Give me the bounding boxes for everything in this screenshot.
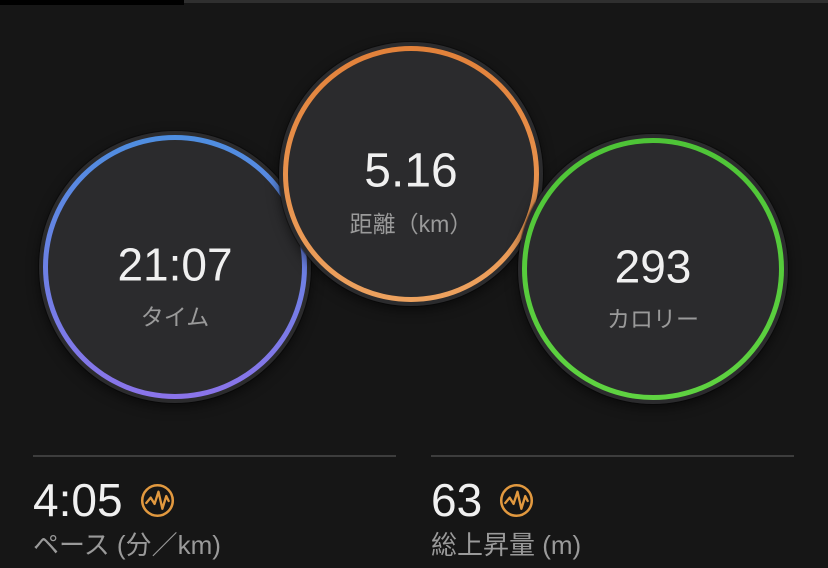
time-gauge: 21:07 タイム xyxy=(39,131,311,403)
top-edge-line xyxy=(0,0,828,3)
pace-label: ペース (分／km) xyxy=(33,529,221,560)
time-gauge-face: 21:07 タイム xyxy=(48,140,302,394)
calories-value: 293 xyxy=(614,240,692,293)
calories-gauge: 293 カロリー xyxy=(518,134,788,404)
distance-label: 距離（km） xyxy=(349,211,473,237)
distance-gauge: 5.16 距離（km） xyxy=(279,42,543,306)
total-ascent-stat: 63 総上昇量 (m) xyxy=(431,474,582,561)
time-label: タイム xyxy=(140,304,210,330)
pace-divider xyxy=(33,455,396,457)
activity-graph-icon xyxy=(500,484,534,518)
total-ascent-label: 総上昇量 (m) xyxy=(431,529,582,560)
activity-graph-icon xyxy=(140,484,174,518)
ascent-divider xyxy=(431,455,794,457)
calories-gauge-face: 293 カロリー xyxy=(527,143,779,395)
top-edge-black-bar xyxy=(0,0,184,5)
distance-value: 5.16 xyxy=(364,144,458,198)
calories-label: カロリー xyxy=(607,306,699,332)
distance-gauge-face: 5.16 距離（km） xyxy=(288,51,534,297)
distance-gauge-ring: 5.16 距離（km） xyxy=(283,46,539,302)
pace-value: 4:05 xyxy=(33,474,123,526)
time-value: 21:07 xyxy=(117,238,233,291)
total-ascent-value: 63 xyxy=(431,474,483,526)
pace-stat: 4:05 ペース (分／km) xyxy=(33,474,221,561)
calories-gauge-ring: 293 カロリー xyxy=(522,138,784,400)
time-gauge-ring: 21:07 タイム xyxy=(43,135,307,399)
